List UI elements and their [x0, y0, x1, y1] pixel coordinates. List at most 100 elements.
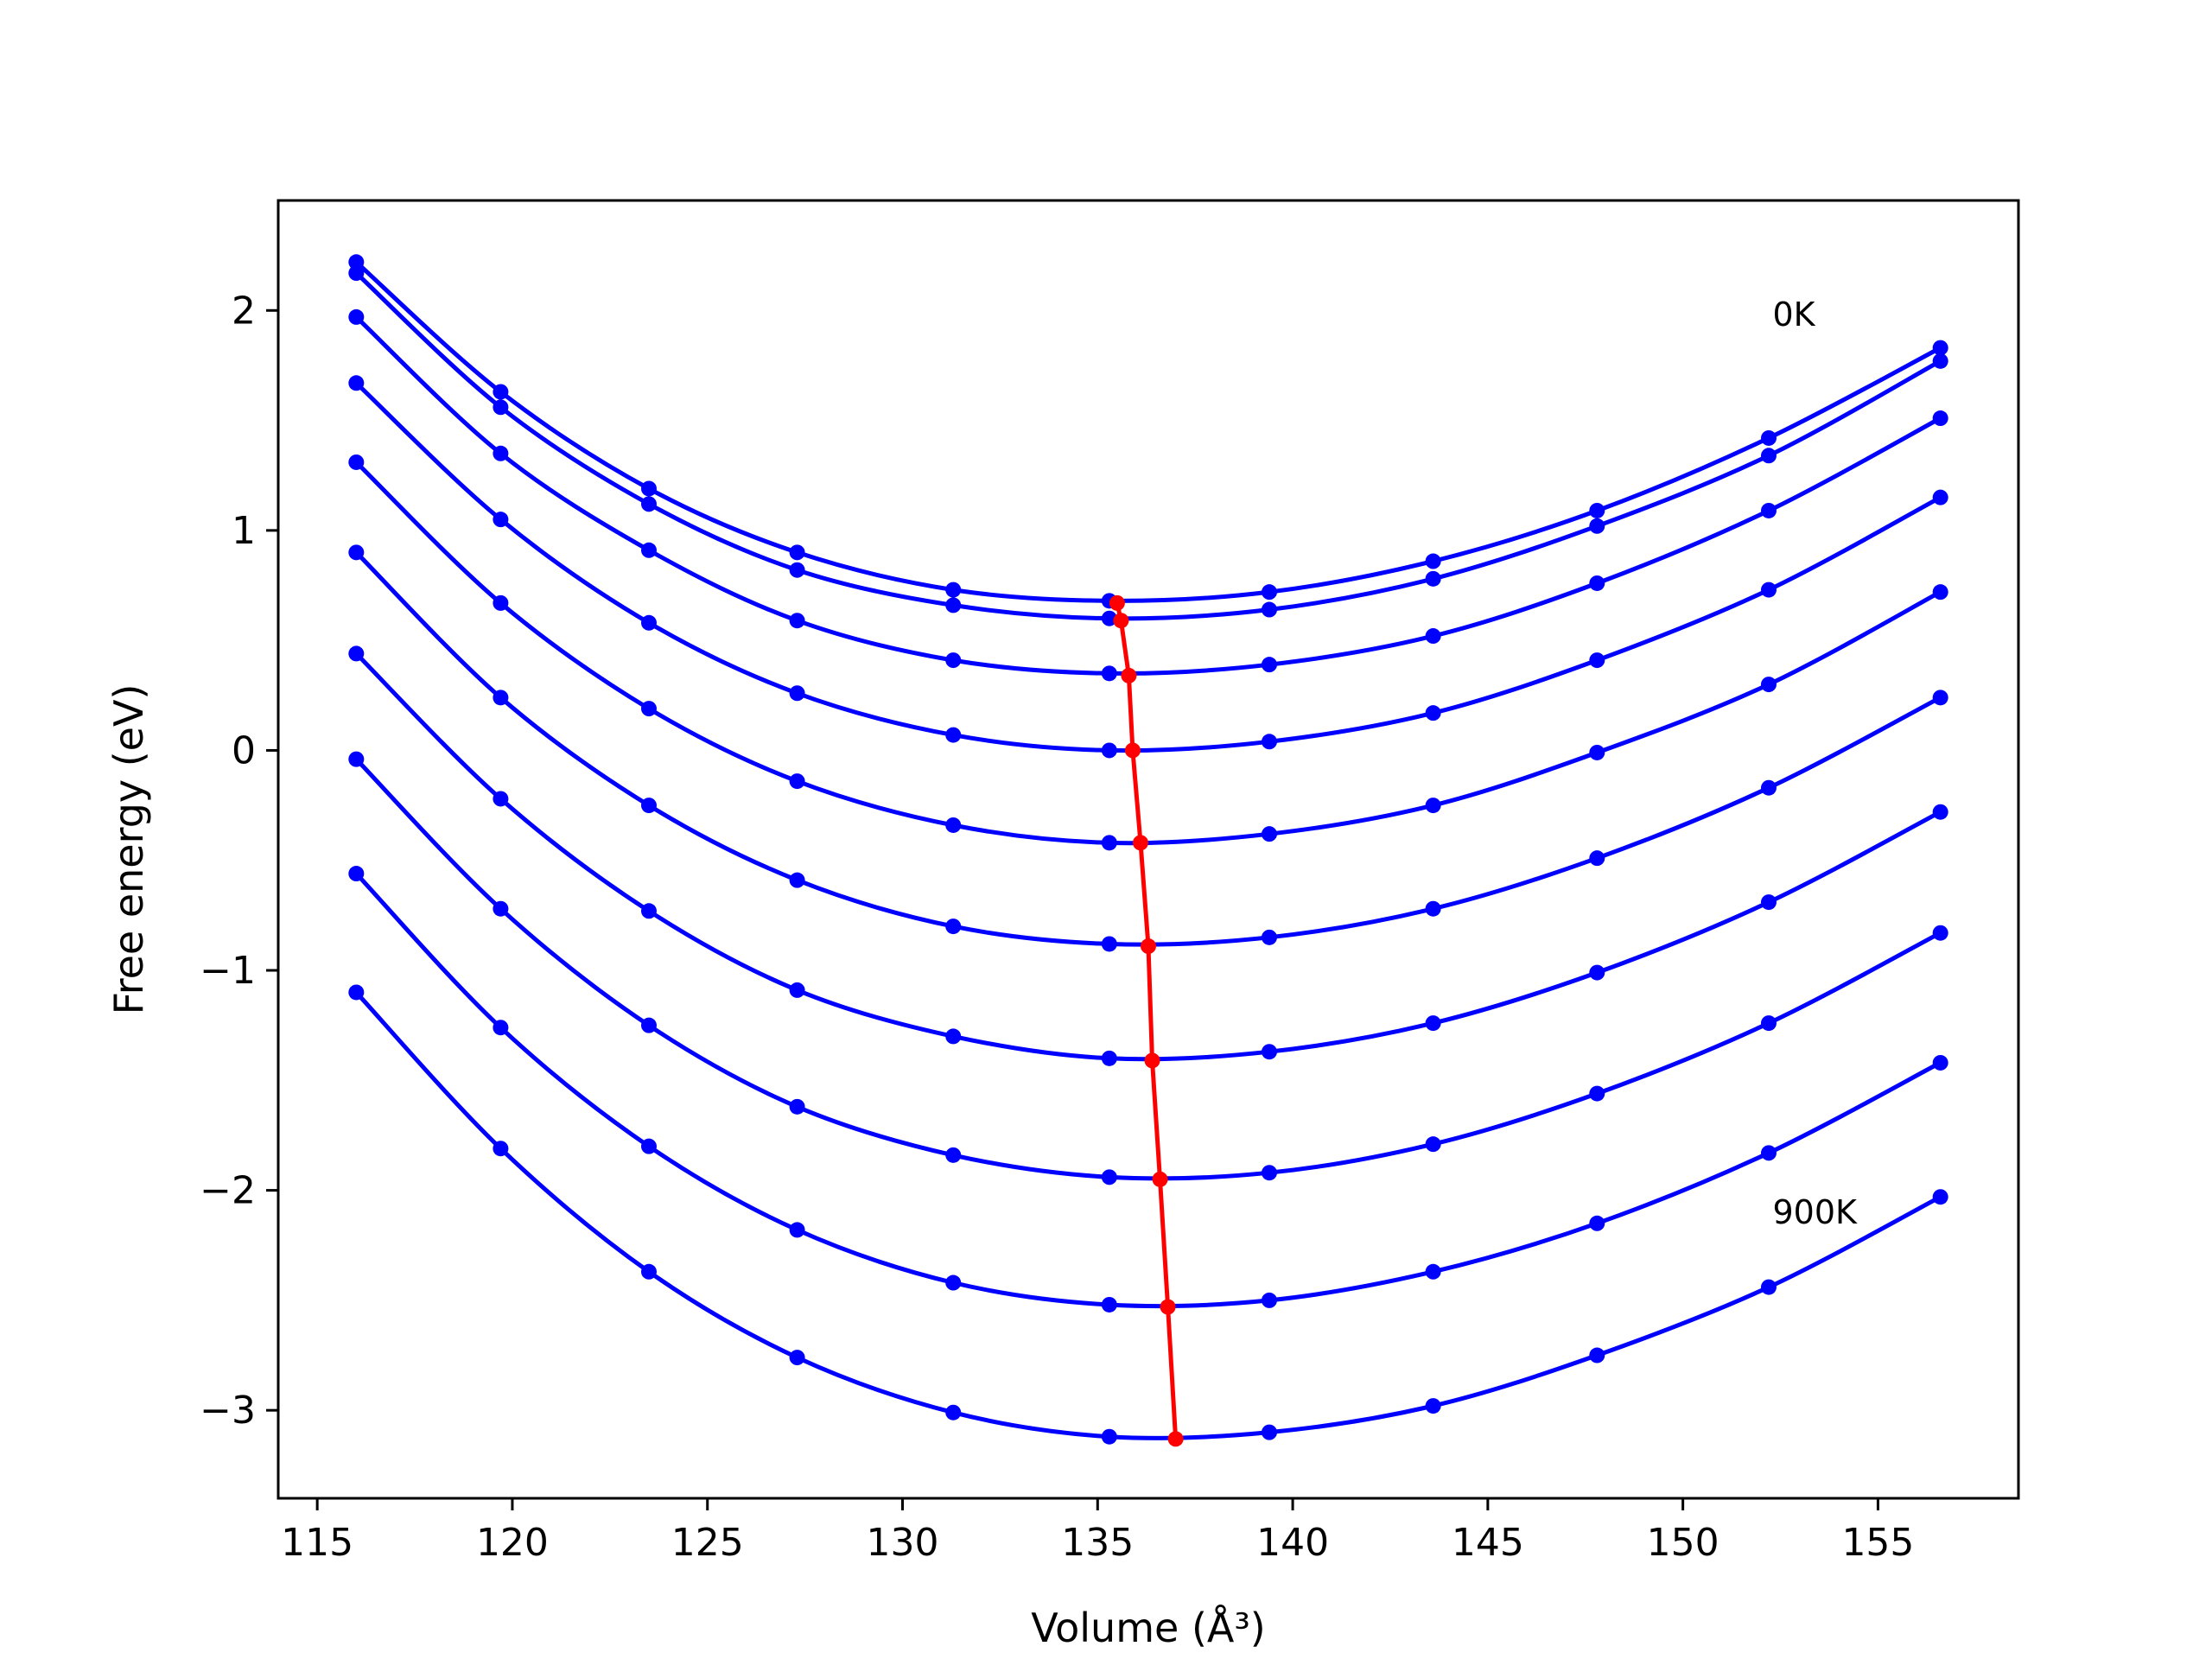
minimum-point-2 [1121, 667, 1137, 683]
data-point-2-1 [493, 445, 509, 461]
data-point-9-5 [1101, 1428, 1117, 1445]
x-tick-label: 155 [1841, 1521, 1914, 1565]
y-tick-label: 2 [232, 289, 256, 333]
data-point-0-9 [1760, 429, 1777, 446]
data-point-6-10 [1932, 804, 1948, 820]
minimum-point-5 [1141, 938, 1156, 955]
data-point-9-2 [640, 1263, 657, 1280]
data-point-4-9 [1760, 677, 1777, 693]
data-point-8-5 [1101, 1296, 1117, 1313]
y-tick-label: −2 [200, 1169, 256, 1213]
data-point-4-7 [1425, 798, 1441, 814]
data-point-6-8 [1589, 964, 1605, 981]
data-point-7-10 [1932, 925, 1948, 941]
data-point-1-10 [1932, 353, 1948, 369]
data-point-8-8 [1589, 1215, 1605, 1231]
annotation-900k: 900K [1773, 1193, 1859, 1231]
data-point-8-3 [789, 1222, 805, 1238]
x-tick-label: 115 [281, 1521, 353, 1565]
data-point-6-9 [1760, 894, 1777, 911]
data-point-5-10 [1932, 690, 1948, 706]
data-point-2-2 [640, 542, 657, 558]
minimum-point-3 [1124, 742, 1141, 759]
data-point-6-6 [1261, 1044, 1277, 1060]
data-point-4-1 [493, 594, 509, 611]
data-point-8-2 [640, 1138, 657, 1154]
data-point-4-6 [1261, 826, 1277, 842]
data-point-3-4 [945, 727, 962, 743]
y-tick-label: −3 [200, 1389, 256, 1433]
data-point-2-10 [1932, 410, 1948, 427]
data-point-5-9 [1760, 779, 1777, 796]
data-point-2-5 [1101, 665, 1117, 682]
data-point-5-0 [348, 544, 365, 561]
data-point-0-4 [945, 582, 962, 598]
data-point-9-3 [789, 1350, 805, 1366]
data-point-3-10 [1932, 489, 1948, 505]
data-point-9-6 [1261, 1424, 1277, 1440]
data-point-6-1 [493, 791, 509, 807]
data-point-8-6 [1261, 1292, 1277, 1308]
x-tick-label: 130 [867, 1521, 939, 1565]
y-axis-ticks: −3 −2 −1 0 1 2 [200, 289, 278, 1433]
data-point-3-5 [1101, 742, 1117, 759]
data-point-2-7 [1425, 628, 1441, 645]
data-point-9-10 [1932, 1189, 1948, 1205]
data-point-7-2 [640, 1017, 657, 1033]
data-point-1-9 [1760, 448, 1777, 464]
x-axis-label: Volume (Å³) [1031, 1605, 1266, 1651]
data-point-6-0 [348, 645, 365, 662]
data-point-9-8 [1589, 1347, 1605, 1363]
annotations: 0K 900K [1773, 296, 1859, 1231]
data-point-2-0 [348, 308, 365, 325]
data-point-4-2 [640, 701, 657, 717]
data-point-6-5 [1101, 1050, 1117, 1066]
y-tick-label: 0 [232, 728, 256, 772]
data-point-1-8 [1589, 518, 1605, 534]
data-point-9-4 [945, 1404, 962, 1421]
data-point-5-7 [1425, 900, 1441, 917]
data-point-9-1 [493, 1141, 509, 1157]
data-point-1-0 [348, 265, 365, 282]
data-point-6-3 [789, 982, 805, 998]
data-point-1-7 [1425, 570, 1441, 587]
data-point-2-8 [1589, 575, 1605, 591]
data-point-0-10 [1932, 340, 1948, 356]
minimum-point-9 [1167, 1431, 1184, 1447]
data-point-4-4 [945, 817, 962, 833]
data-point-3-1 [493, 512, 509, 528]
x-tick-label: 145 [1452, 1521, 1524, 1565]
data-point-5-1 [493, 690, 509, 706]
data-point-7-8 [1589, 1085, 1605, 1102]
data-point-7-9 [1760, 1015, 1777, 1032]
minimum-point-7 [1152, 1171, 1168, 1187]
data-point-7-1 [493, 900, 509, 917]
data-point-5-8 [1589, 850, 1605, 867]
data-point-5-2 [640, 798, 657, 814]
y-tick-label: −1 [200, 949, 256, 993]
data-point-1-2 [640, 496, 657, 512]
y-tick-label: 1 [232, 509, 256, 553]
data-point-8-9 [1760, 1145, 1777, 1161]
data-point-0-3 [789, 544, 805, 561]
data-point-1-3 [789, 562, 805, 578]
data-point-3-2 [640, 614, 657, 631]
data-point-2-9 [1760, 502, 1777, 518]
minimum-point-6 [1144, 1052, 1160, 1069]
data-point-0-0 [348, 254, 365, 270]
data-point-8-4 [945, 1274, 962, 1291]
plot-frame [276, 199, 2020, 1500]
data-point-5-4 [945, 918, 962, 935]
data-point-2-4 [945, 652, 962, 669]
data-point-2-6 [1261, 657, 1277, 673]
annotation-0k: 0K [1773, 296, 1816, 334]
x-tick-label: 120 [476, 1521, 549, 1565]
data-point-4-10 [1932, 584, 1948, 601]
data-point-6-7 [1425, 1015, 1441, 1032]
data-point-4-3 [789, 773, 805, 790]
data-point-7-5 [1101, 1169, 1117, 1185]
data-point-5-3 [789, 872, 805, 888]
data-point-5-5 [1101, 936, 1117, 952]
data-point-0-1 [493, 384, 509, 400]
